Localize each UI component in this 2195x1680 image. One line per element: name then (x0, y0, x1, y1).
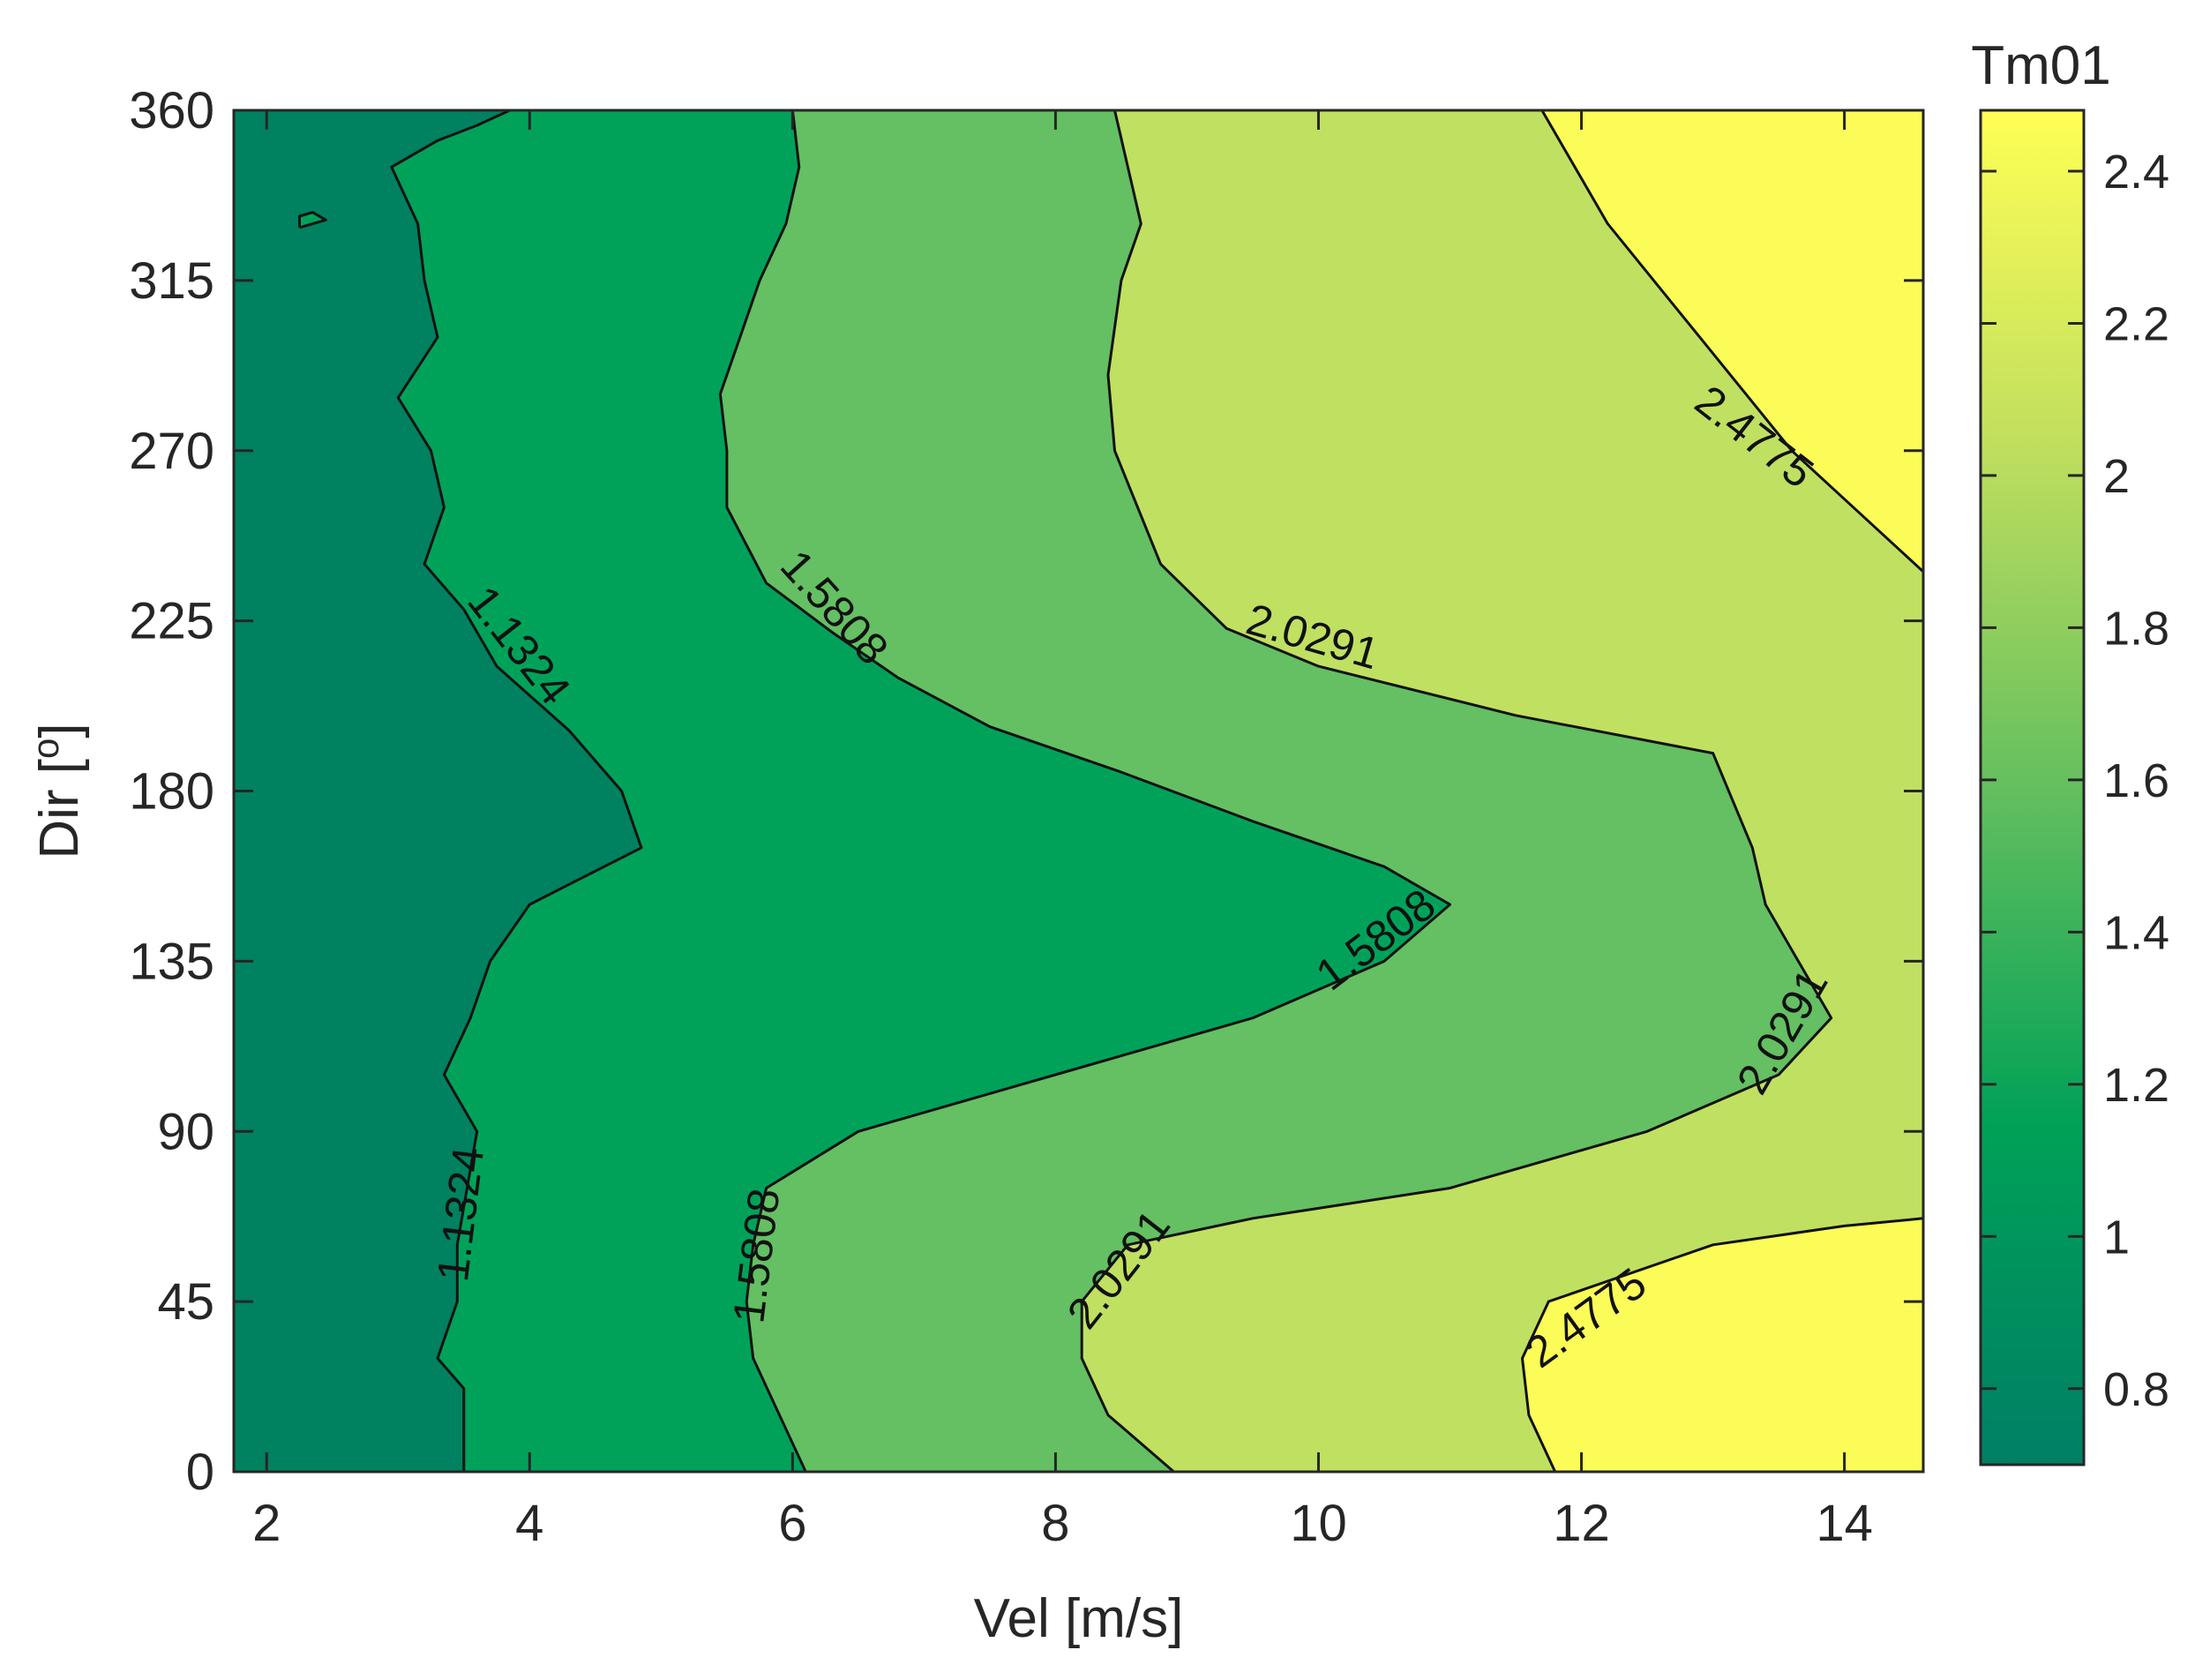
x-axis-label: Vel [m/s] (974, 1588, 1184, 1649)
y-tick-label: 270 (129, 423, 214, 480)
y-axis-label: Dir [o] (25, 723, 90, 859)
y-tick-label: 315 (129, 252, 214, 310)
x-tick-label: 12 (1553, 1495, 1610, 1552)
y-tick-label: 180 (129, 763, 214, 821)
colorbar-tick-label: 0.8 (2103, 1363, 2169, 1416)
y-axis-label-main: Dir [ (29, 759, 90, 859)
y-axis-label-end: ] (29, 723, 90, 738)
contour-line-2-4775-4 (1521, 1217, 1923, 1472)
y-tick-label: 90 (157, 1103, 214, 1160)
x-tick-label: 6 (778, 1495, 806, 1552)
colorbar-title: Tm01 (1971, 35, 2110, 96)
colorbar-tick-label: 1 (2103, 1211, 2130, 1264)
fill-level-1-1324-to-1-5808 (234, 110, 1450, 1472)
y-tick-label: 360 (129, 82, 214, 139)
colorbar-rect (1979, 109, 2086, 1466)
contour-line-1-1324-0 (390, 110, 643, 1472)
x-tick-label: 2 (252, 1495, 281, 1552)
colorbar-tick-label: 2 (2103, 450, 2130, 503)
x-tick-label: 8 (1041, 1495, 1069, 1552)
colorbar-tick-label: 2.2 (2103, 297, 2169, 350)
colorbar-tick-label: 1.2 (2103, 1059, 2169, 1112)
y-tick-label: 225 (129, 593, 214, 650)
x-tick-label: 10 (1290, 1495, 1347, 1552)
x-tick-label: 14 (1816, 1495, 1873, 1552)
x-axis: 2 4 6 8 10 12 14 (252, 110, 1873, 1552)
contour-line-2-0291-3 (1080, 110, 1833, 1472)
colorbar-tick-label: 1.4 (2103, 906, 2169, 959)
fill-yellow-top-right (1541, 110, 1923, 572)
colorbar-tick-label: 1.6 (2103, 754, 2169, 807)
colorbar: 0.8 1 1.2 1.4 1.6 1.8 2 2.2 2.4 (1979, 109, 2169, 1466)
x-tick-label: 4 (515, 1495, 543, 1552)
fill-level-below-1-1324 (234, 110, 641, 1472)
y-axis-label-superscript: o (25, 739, 66, 759)
contour-fills (234, 110, 1923, 1472)
contour-line-1-5808-2 (718, 110, 1451, 1472)
colorbar-tick-label: 1.8 (2103, 602, 2169, 655)
y-tick-label: 45 (157, 1273, 214, 1331)
fill-yellow-bottom-right (1522, 1218, 1923, 1472)
contour-line-2-4775-5 (1540, 110, 1923, 574)
contour-lines (298, 110, 1923, 1472)
y-tick-label: 0 (186, 1444, 214, 1501)
y-axis: 0 45 90 135 180 225 270 315 360 (129, 82, 1923, 1501)
y-tick-label: 135 (129, 933, 214, 990)
contour-line-1-1324-1 (298, 211, 327, 229)
colorbar-tick-label: 2.4 (2103, 146, 2169, 199)
